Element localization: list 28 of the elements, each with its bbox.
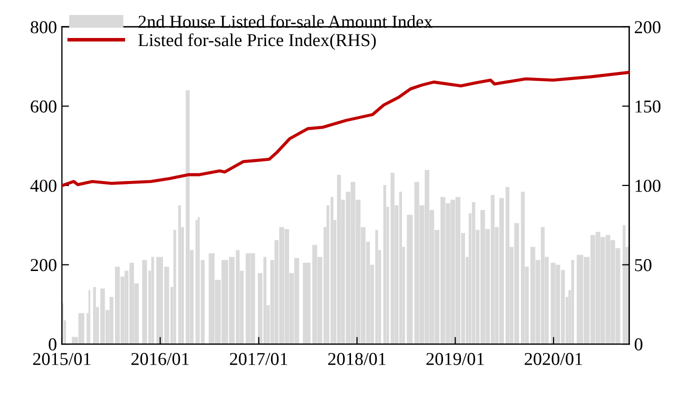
y-tick-label: 200 <box>30 259 56 272</box>
bar <box>93 286 96 344</box>
x-tick-label: 2016/01 <box>131 352 189 366</box>
x-tick-label: 2015/01 <box>33 352 90 366</box>
bar <box>520 192 525 344</box>
bar <box>390 172 394 344</box>
y2-tick-label: 200 <box>634 21 660 34</box>
x-tick-label: 2017/01 <box>230 352 288 366</box>
bar <box>186 90 190 344</box>
x-tick-label: 2019/01 <box>426 352 484 366</box>
y-tick-label: 600 <box>30 100 56 113</box>
y2-tick-label: 0 <box>634 338 642 350</box>
bar <box>337 174 341 344</box>
y-tick-label: 400 <box>30 180 56 192</box>
y2-tick-label: 100 <box>636 180 660 192</box>
x-tick-label: 2020/01 <box>524 352 582 366</box>
bar <box>472 202 476 344</box>
legend-label: Listed for-sale Price Index(RHS) <box>138 33 376 50</box>
bar <box>622 225 626 344</box>
y2-tick-label: 50 <box>635 259 652 272</box>
y-tick-label: 800 <box>30 21 56 34</box>
y2-tick-label: 150 <box>636 100 660 113</box>
y-tick-label: 0 <box>48 338 56 350</box>
line-series <box>62 70 630 187</box>
bar <box>571 260 574 344</box>
x-tick-label: 2018/01 <box>328 352 386 366</box>
bar <box>142 260 148 344</box>
bar <box>330 196 334 344</box>
